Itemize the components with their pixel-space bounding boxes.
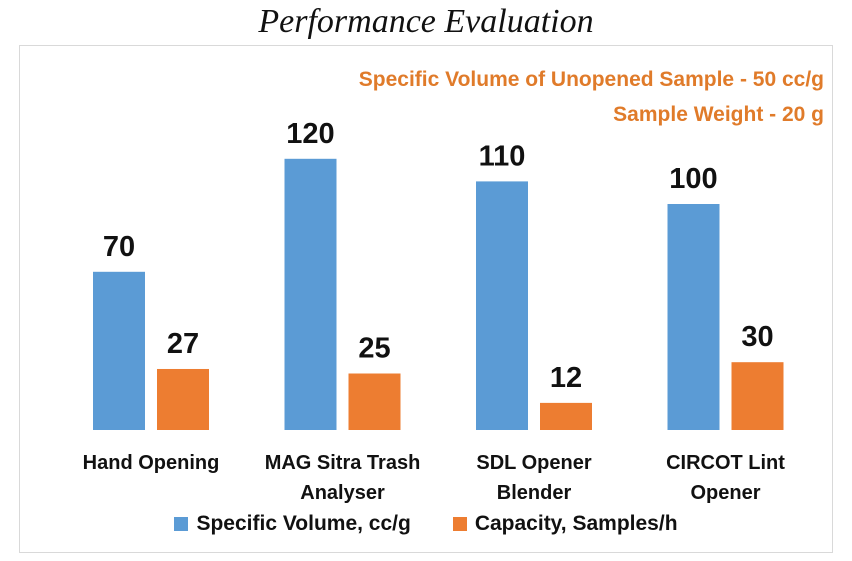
chart-title: Performance Evaluation [258, 3, 594, 40]
bar-capacity-2 [540, 402, 592, 430]
data-label-capacity-1: 25 [358, 333, 390, 365]
category-label-1-line-0: MAG Sitra Trash [265, 452, 421, 474]
data-label-capacity-2: 12 [550, 362, 582, 394]
data-label-capacity-3: 30 [741, 321, 773, 353]
data-label-specific-volume-2: 110 [479, 140, 526, 172]
data-label-specific-volume-3: 100 [669, 163, 717, 195]
legend-item-capacity: Capacity, Samples/h [452, 512, 678, 536]
data-label-specific-volume-0: 70 [103, 231, 135, 263]
legend: Specific Volume, cc/g Capacity, Samples/… [0, 509, 852, 539]
category-label-3-line-0: CIRCOT Lint [666, 452, 785, 474]
category-label-0-line-0: Hand Opening [83, 452, 220, 474]
bar-specific-volume-2 [476, 181, 528, 430]
category-label-3-line-1: Opener [690, 482, 760, 504]
data-label-specific-volume-1: 120 [286, 118, 334, 150]
bar-capacity-1 [348, 373, 401, 430]
legend-swatch-specific-volume [174, 517, 189, 531]
chart-frame [19, 45, 833, 553]
legend-item-specific-volume: Specific Volume, cc/g [174, 512, 411, 536]
bar-specific-volume-3 [667, 204, 720, 430]
legend-label-specific-volume: Specific Volume, cc/g [196, 512, 411, 535]
category-label-2-line-1: Blender [497, 482, 572, 504]
data-label-capacity-0: 27 [167, 328, 199, 360]
category-label-1-line-1: Analyser [300, 482, 385, 504]
bar-specific-volume-0 [93, 271, 145, 430]
category-label-2-line-0: SDL Opener [476, 452, 591, 474]
bar-capacity-3 [731, 362, 784, 430]
annotation-specific-volume-unopened: Specific Volume of Unopened Sample - 50 … [358, 68, 824, 91]
bar-specific-volume-1 [284, 158, 337, 431]
annotation-sample-weight: Sample Weight - 20 g [613, 103, 824, 126]
legend-swatch-capacity [452, 517, 467, 531]
legend-label-capacity: Capacity, Samples/h [474, 512, 678, 535]
bar-capacity-0 [157, 368, 209, 430]
